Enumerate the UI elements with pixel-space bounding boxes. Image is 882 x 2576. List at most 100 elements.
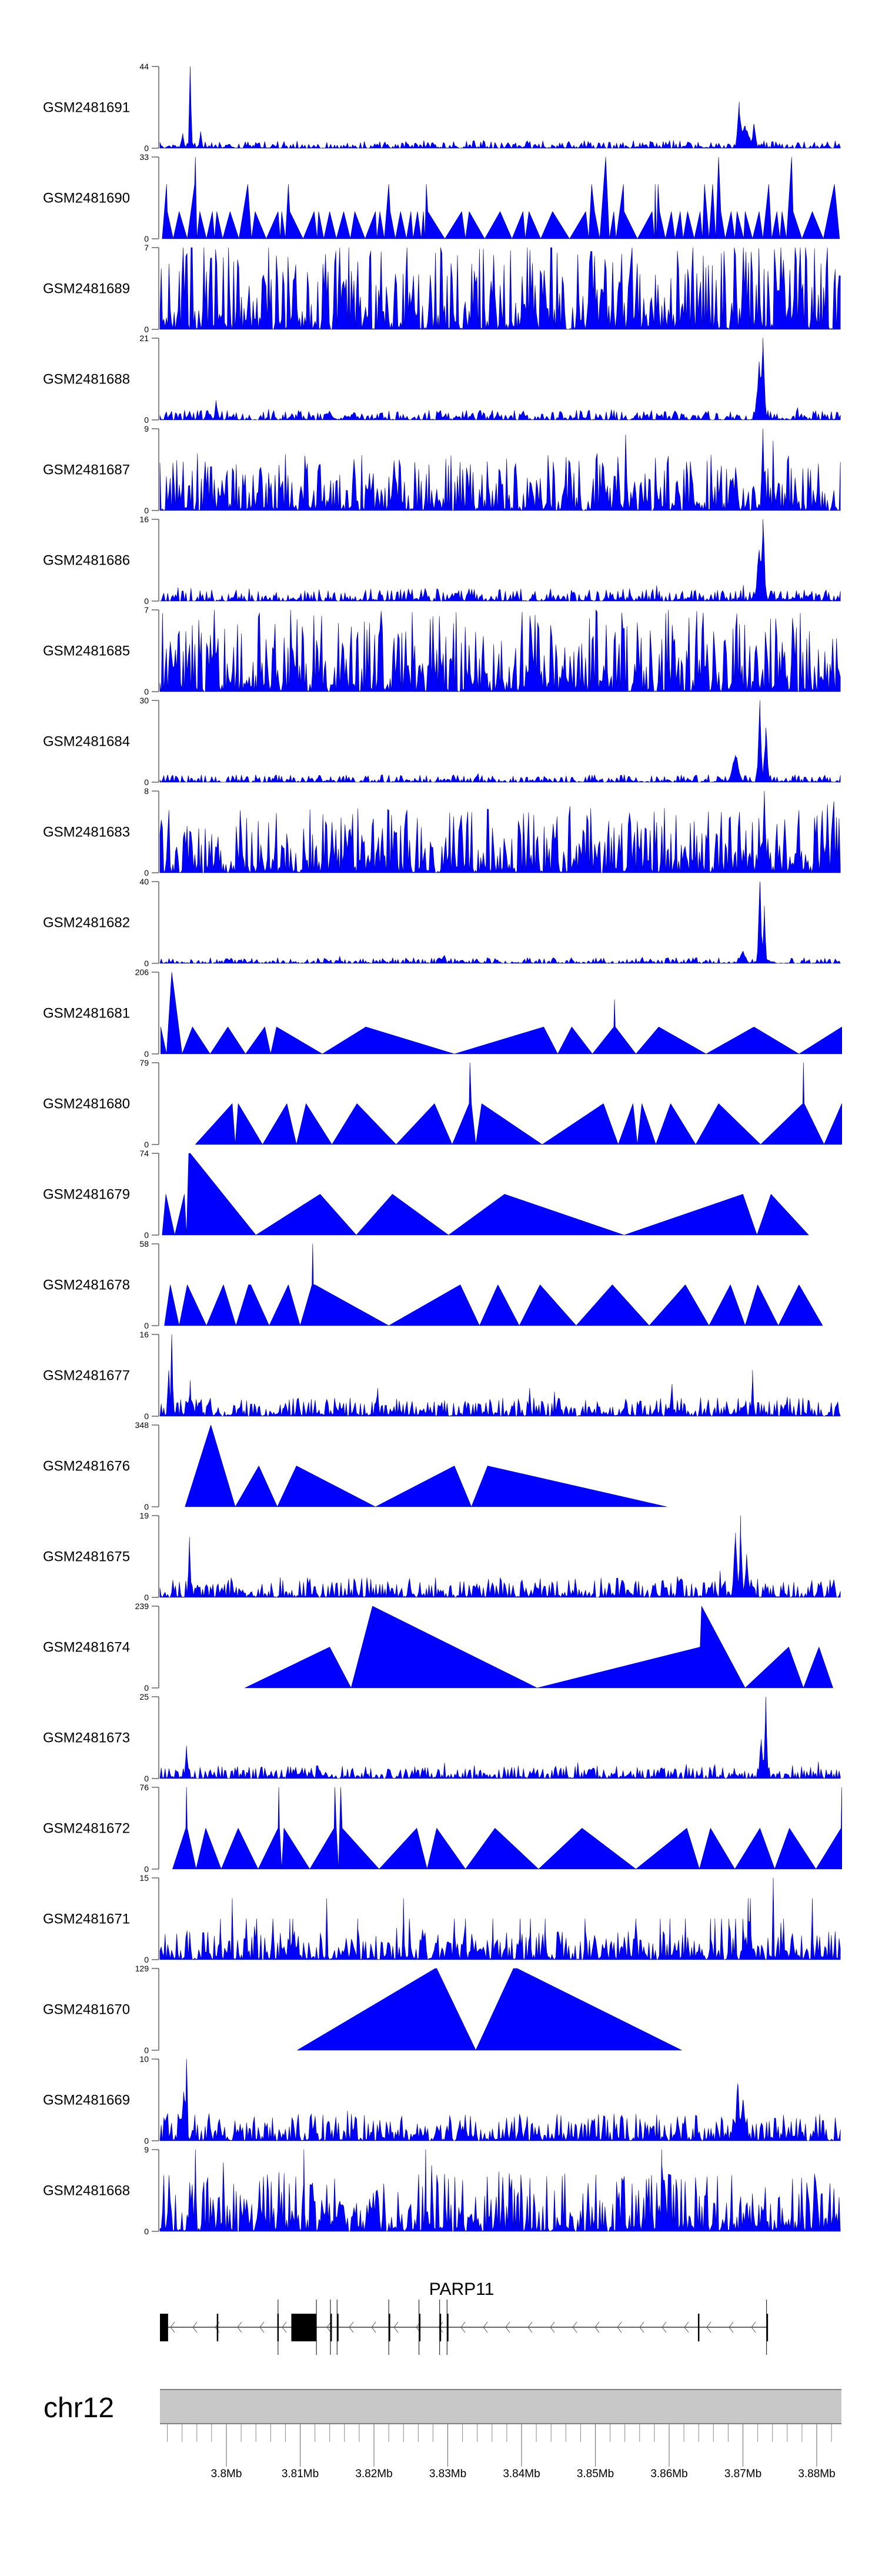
track-GSM2481690: GSM2481690 33 0 (43, 152, 840, 243)
strand-arrow-icon (527, 2321, 533, 2333)
signal-area (195, 1062, 842, 1145)
exon (389, 2314, 390, 2341)
strand-arrow-icon (371, 2321, 376, 2333)
signal-area (159, 1877, 841, 1960)
strand-arrow-icon (505, 2321, 510, 2333)
gene-name-label: PARP11 (429, 2280, 495, 2299)
y-axis-min-label: 0 (144, 1955, 149, 1964)
y-axis-max-label: 16 (139, 1330, 149, 1339)
track-GSM2481686: GSM2481686 16 0 (43, 515, 841, 606)
track-GSM2481675: GSM2481675 19 0 (43, 1511, 841, 1602)
strand-arrow-icon (393, 2321, 399, 2333)
signal-area (159, 338, 841, 421)
strand-arrow-icon (706, 2321, 711, 2333)
y-axis-max-label: 9 (144, 424, 149, 433)
x-tick-label: 3.8Mb (211, 2468, 242, 2480)
x-tick-label: 3.85Mb (577, 2468, 614, 2480)
y-axis-min-label: 0 (144, 868, 149, 877)
strand-arrow-icon (550, 2321, 555, 2333)
track-GSM2481682: GSM2481682 40 0 (43, 877, 841, 968)
track-label: GSM2481690 (43, 191, 130, 206)
exon (439, 2314, 442, 2341)
signal-area (159, 66, 841, 149)
strand-arrow-icon (639, 2321, 644, 2333)
track-GSM2481668: GSM2481668 9 0 (43, 2145, 841, 2236)
y-axis-min-label: 0 (144, 1230, 149, 1240)
y-axis-max-label: 58 (139, 1239, 149, 1249)
track-GSM2481673: GSM2481673 25 0 (43, 1692, 841, 1783)
exon (291, 2314, 317, 2341)
signal-area (159, 247, 841, 330)
y-axis-min-label: 0 (144, 1683, 149, 1693)
signal-area (159, 881, 841, 964)
strand-arrow-icon (326, 2321, 332, 2333)
signal-area (159, 609, 841, 692)
track-label: GSM2481691 (43, 100, 130, 116)
y-axis-min-label: 0 (144, 2046, 149, 2055)
signal-area (172, 1787, 842, 1870)
y-axis-min-label: 0 (144, 1412, 149, 1421)
strand-arrow-icon (594, 2321, 600, 2333)
x-tick-label: 3.83Mb (429, 2468, 466, 2480)
y-axis-min-label: 0 (144, 687, 149, 696)
y-axis-max-label: 16 (139, 515, 149, 524)
exon (330, 2314, 332, 2341)
signal-area (245, 1606, 833, 1689)
y-axis-max-label: 21 (139, 333, 149, 343)
exon (697, 2314, 700, 2341)
y-axis-min-label: 0 (144, 2227, 149, 2236)
x-tick-label: 3.81Mb (282, 2468, 319, 2480)
signal-area (159, 700, 841, 783)
exon (337, 2314, 339, 2341)
strand-arrow-icon (349, 2321, 354, 2333)
strand-arrow-icon (684, 2321, 689, 2333)
signal-area (159, 2058, 841, 2141)
signal-area (185, 1424, 667, 1507)
signal-area (297, 1968, 682, 2051)
strand-arrow-icon (572, 2321, 577, 2333)
strand-arrow-icon (483, 2321, 488, 2333)
y-axis-min-label: 0 (144, 1140, 149, 1149)
signal-area (164, 1243, 823, 1326)
track-GSM2481669: GSM2481669 10 0 (43, 2054, 841, 2145)
track-label: GSM2481687 (43, 462, 130, 478)
y-axis-min-label: 0 (144, 1593, 149, 1602)
exon (160, 2314, 168, 2341)
track-GSM2481691: GSM2481691 44 0 (43, 62, 841, 153)
chromosome-axis: chr12 3.8Mb 3.81Mb 3.82Mb 3.83Mb 3.84Mb 3.85M… (44, 2389, 841, 2480)
y-axis-max-label: 74 (139, 1149, 149, 1158)
x-tick-label: 3.82Mb (355, 2468, 392, 2480)
strand-arrow-icon (282, 2321, 287, 2333)
strand-arrow-icon (751, 2321, 756, 2333)
y-axis-max-label: 7 (144, 243, 149, 252)
y-axis-max-label: 15 (139, 1873, 149, 1883)
x-tick-label: 3.87Mb (724, 2468, 761, 2480)
y-axis-max-label: 129 (135, 1964, 149, 1973)
y-axis-min-label: 0 (144, 778, 149, 787)
track-label: GSM2481673 (43, 1730, 130, 1746)
exon (419, 2314, 421, 2341)
track-GSM2481677: GSM2481677 16 0 (43, 1330, 841, 1421)
track-label: GSM2481682 (43, 915, 130, 931)
track-label: GSM2481674 (43, 1640, 130, 1656)
strand-arrow-icon (192, 2321, 198, 2333)
y-axis-min-label: 0 (144, 325, 149, 334)
signal-area (159, 428, 841, 511)
y-axis-max-label: 25 (139, 1692, 149, 1701)
y-axis-max-label: 30 (139, 696, 149, 705)
y-axis-max-label: 79 (139, 1058, 149, 1067)
strand-arrow-icon (438, 2321, 443, 2333)
track-GSM2481683: GSM2481683 8 0 (43, 786, 841, 877)
y-axis-max-label: 239 (135, 1601, 149, 1611)
signal-area (162, 1153, 809, 1236)
y-axis-max-label: 33 (139, 152, 149, 162)
y-axis-min-label: 0 (144, 1502, 149, 1511)
y-axis-max-label: 9 (144, 2145, 149, 2154)
strand-arrow-icon (170, 2321, 175, 2333)
track-label: GSM2481675 (43, 1549, 130, 1565)
y-axis-max-label: 206 (135, 967, 149, 977)
strand-arrow-icon (662, 2321, 667, 2333)
track-label: GSM2481688 (43, 372, 130, 388)
track-GSM2481688: GSM2481688 21 0 (43, 333, 841, 425)
